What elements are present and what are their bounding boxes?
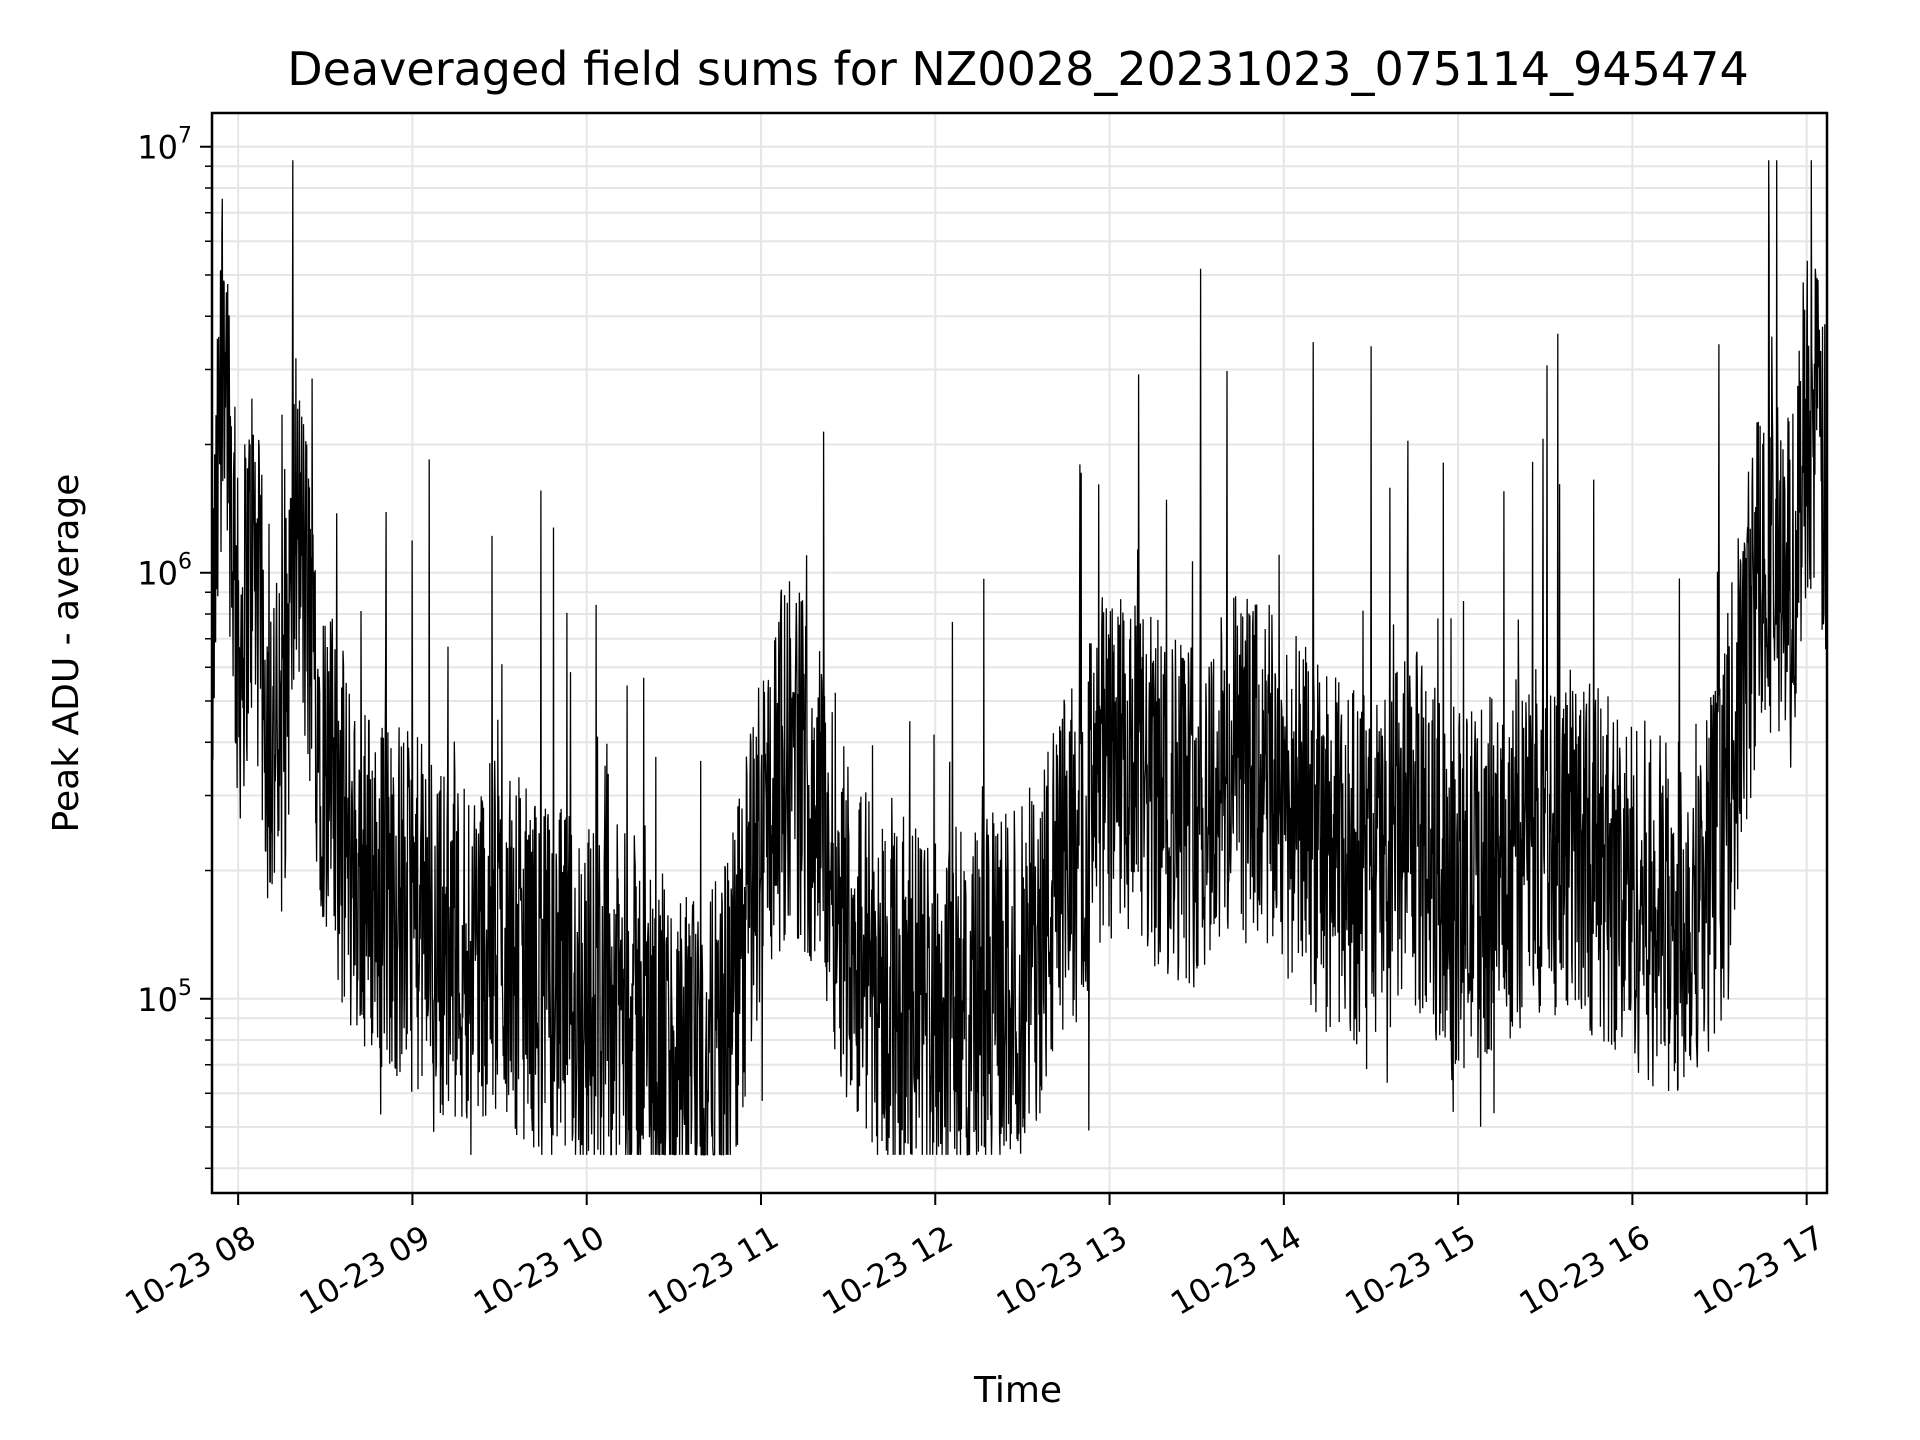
plot-area-frame: [210, 111, 1829, 1195]
x-tick-label: 10-23 10: [467, 1218, 611, 1323]
x-tick: 10-23 16: [1513, 1193, 1657, 1323]
y-tick-label: 107: [137, 124, 192, 167]
x-tick-label: 10-23 17: [1687, 1218, 1831, 1323]
x-tick: 10-23 10: [467, 1193, 611, 1323]
x-tick-label: 10-23 15: [1339, 1218, 1483, 1323]
y-axis-ticks: 105 106 107: [137, 124, 212, 1170]
x-tick: 10-23 15: [1339, 1193, 1483, 1323]
x-tick-label: 10-23 12: [816, 1218, 960, 1323]
x-tick-label: 10-23 14: [1164, 1218, 1308, 1323]
series-line: [211, 160, 1828, 1156]
x-tick-label: 10-23 09: [293, 1218, 437, 1323]
y-tick-label: 106: [137, 550, 192, 593]
x-tick: 10-23 08: [119, 1193, 263, 1323]
x-tick-label: 10-23 13: [990, 1218, 1134, 1323]
x-tick: 10-23 14: [1164, 1193, 1308, 1323]
x-tick-label: 10-23 08: [119, 1218, 263, 1323]
x-axis-label: Time: [973, 1370, 1062, 1411]
x-tick: 10-23 13: [990, 1193, 1134, 1323]
y-tick-label: 105: [137, 976, 192, 1019]
x-tick-label: 10-23 11: [641, 1218, 785, 1323]
x-tick-label: 10-23 16: [1513, 1218, 1657, 1323]
x-tick: 10-23 12: [816, 1193, 960, 1323]
x-tick: 10-23 17: [1687, 1193, 1831, 1323]
x-axis-ticks: 10-23 08 10-23 09 10-23 10 10-23 11 10-23 12…: [119, 1193, 1831, 1323]
x-tick: 10-23 11: [641, 1193, 785, 1323]
chart-title: Deaveraged field sums for NZ0028_2023102…: [287, 42, 1748, 96]
y-axis-label: Peak ADU - average: [46, 474, 87, 833]
x-tick: 10-23 09: [293, 1193, 437, 1323]
